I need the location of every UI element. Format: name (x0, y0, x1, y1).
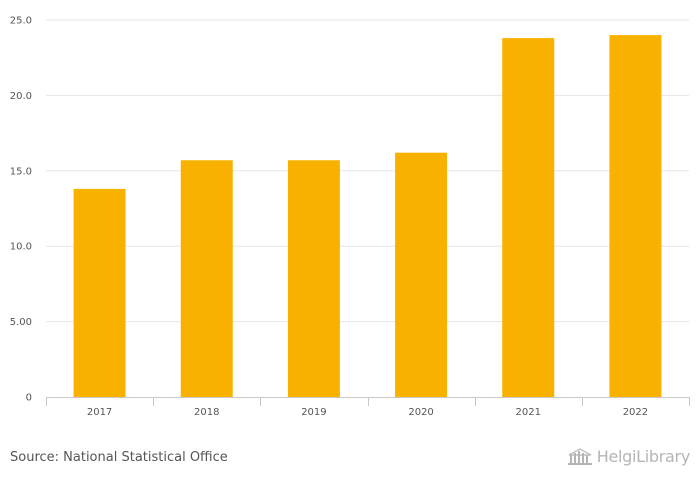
y-tick-label: 0 (26, 393, 32, 404)
helgilibrary-logo[interactable]: HelgiLibrary (567, 447, 690, 466)
bar-2019[interactable] (287, 160, 340, 397)
y-tick-label: 25.0 (10, 16, 32, 27)
library-building-icon (567, 447, 592, 465)
x-tick-label: 2020 (408, 407, 433, 418)
grid-lines (46, 19, 689, 323)
y-tick-label: 5.00 (10, 317, 32, 328)
bar-2022[interactable] (609, 35, 662, 397)
x-tick-label: 2021 (516, 407, 541, 418)
x-tick-label: 2022 (623, 407, 648, 418)
x-tick-label: 2017 (87, 407, 112, 418)
y-tick-label: 10.0 (10, 242, 32, 253)
bar-2020[interactable] (395, 152, 448, 397)
bar-2018[interactable] (180, 160, 233, 397)
x-tick-label: 2018 (194, 407, 219, 418)
bar-2017[interactable] (73, 188, 126, 397)
y-tick-label: 15.0 (10, 166, 32, 177)
y-axis-ticks: 0 5.00 10.0 15.0 20.0 25.0 (10, 16, 32, 404)
x-tick-label: 2019 (301, 407, 326, 418)
bar-2021[interactable] (502, 38, 555, 397)
bars (73, 35, 662, 397)
x-axis: 2017 2018 2019 2020 2021 2022 (46, 397, 690, 418)
source-note: Source: National Statistical Office (10, 450, 228, 465)
y-tick-label: 20.0 (10, 91, 32, 102)
logo-text: HelgiLibrary (596, 447, 691, 466)
